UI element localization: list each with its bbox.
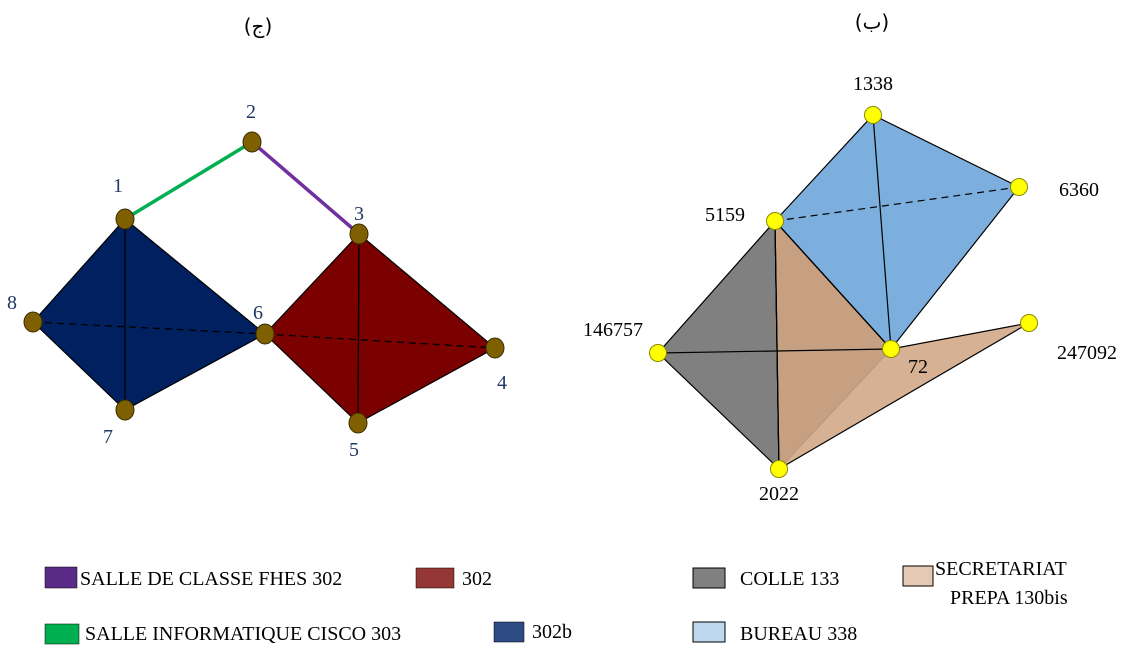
left-node-2 <box>242 131 262 153</box>
left-edge-2-3 <box>250 140 361 236</box>
right-node-labels: 1338 6360 5159 146757 72 247092 2022 <box>583 73 1117 505</box>
right-edges <box>657 114 1020 470</box>
left-edge-8-6 <box>32 321 266 335</box>
legend-label: SECRETARIAT <box>935 558 1067 580</box>
left-node-label-6: 6 <box>253 302 263 324</box>
left-edge-6-4 <box>264 333 496 349</box>
left-node-label-2: 2 <box>246 101 256 123</box>
left-node-6 <box>255 323 275 345</box>
legend-item-302b: 302b <box>493 621 572 643</box>
left-node-3 <box>349 223 369 245</box>
legend-swatch <box>44 566 78 589</box>
right-panel: (ب) 1338 6360 5159 146757 72 247092 2022 <box>583 10 1117 505</box>
right-node-label-146757: 146757 <box>583 319 643 341</box>
left-node-label-5: 5 <box>349 439 359 461</box>
legend-swatch <box>493 621 525 643</box>
right-node-label-247092: 247092 <box>1057 342 1117 364</box>
legend-label-line2: PREPA 130bis <box>950 587 1068 609</box>
right-node-label-1338: 1338 <box>853 73 893 95</box>
left-panel-title: (ج) <box>244 14 273 38</box>
right-node-247092 <box>1020 314 1038 332</box>
left-node-label-7: 7 <box>103 426 113 448</box>
right-node-label-2022: 2022 <box>759 483 799 505</box>
right-edge-5159-2022 <box>774 220 780 470</box>
right-node-2022 <box>770 460 788 478</box>
right-nodes <box>649 106 1038 478</box>
left-nodes <box>23 131 505 434</box>
legend-label: SALLE DE CLASSE FHES 302 <box>80 568 342 590</box>
legend-swatch <box>692 621 726 643</box>
left-edge-1-2 <box>124 140 253 221</box>
left-node-label-8: 8 <box>7 292 17 314</box>
legend-item-302: 302 <box>415 567 492 590</box>
right-node-label-5159: 5159 <box>705 204 745 226</box>
left-node-7 <box>115 399 135 421</box>
legend-swatch <box>415 567 455 589</box>
legend-item-colle: COLLE 133 <box>692 567 839 590</box>
legend-item-bureau: BUREAU 338 <box>692 621 857 645</box>
legend-label: 302b <box>532 621 572 643</box>
right-edge-5159-72 <box>774 220 892 350</box>
legend-item-secretariat: SECRETARIAT PREPA 130bis <box>902 558 1068 609</box>
left-faces <box>32 218 497 424</box>
right-face-0 <box>657 219 780 471</box>
legend-swatch <box>44 623 80 645</box>
left-node-4 <box>485 337 505 359</box>
legend-item-salle-informatique: SALLE INFORMATIQUE CISCO 303 <box>44 623 401 645</box>
left-node-label-4: 4 <box>497 372 507 394</box>
right-edge-5159-6360 <box>774 186 1020 222</box>
left-node-label-1: 1 <box>113 175 123 197</box>
legend-right: COLLE 133 SECRETARIAT PREPA 130bis BUREA… <box>692 558 1068 645</box>
left-node-1 <box>115 208 135 230</box>
left-node-5 <box>348 412 368 434</box>
right-edge-1338-72 <box>872 114 892 350</box>
legend-left: SALLE DE CLASSE FHES 302 302 SALLE INFOR… <box>44 566 572 645</box>
right-node-label-6360: 6360 <box>1059 179 1099 201</box>
legend-swatch <box>902 565 934 587</box>
right-node-72 <box>882 340 900 358</box>
legend-item-salle-classe: SALLE DE CLASSE FHES 302 <box>44 566 342 590</box>
legend-label: COLLE 133 <box>740 568 839 590</box>
left-panel: (ج) 1 2 3 4 5 6 7 8 <box>7 14 507 461</box>
right-node-146757 <box>649 344 667 362</box>
right-edge-146757-72 <box>657 348 892 354</box>
right-node-1338 <box>864 106 882 124</box>
left-face-1 <box>264 233 497 424</box>
left-node-8 <box>23 311 43 333</box>
legend-label: SALLE INFORMATIQUE CISCO 303 <box>85 623 401 645</box>
left-face-0 <box>32 218 267 411</box>
left-edges <box>32 140 496 424</box>
right-node-6360 <box>1010 178 1028 196</box>
left-node-labels: 1 2 3 4 5 6 7 8 <box>7 101 507 461</box>
legend-label: 302 <box>462 568 492 590</box>
right-panel-title: (ب) <box>855 10 889 34</box>
right-faces <box>657 114 1030 471</box>
right-node-5159 <box>766 212 784 230</box>
legend-label: BUREAU 338 <box>740 623 857 645</box>
right-node-label-72: 72 <box>908 356 928 378</box>
left-edge-3-5 <box>357 233 360 424</box>
legend-swatch <box>692 567 726 589</box>
left-node-label-3: 3 <box>354 203 364 225</box>
